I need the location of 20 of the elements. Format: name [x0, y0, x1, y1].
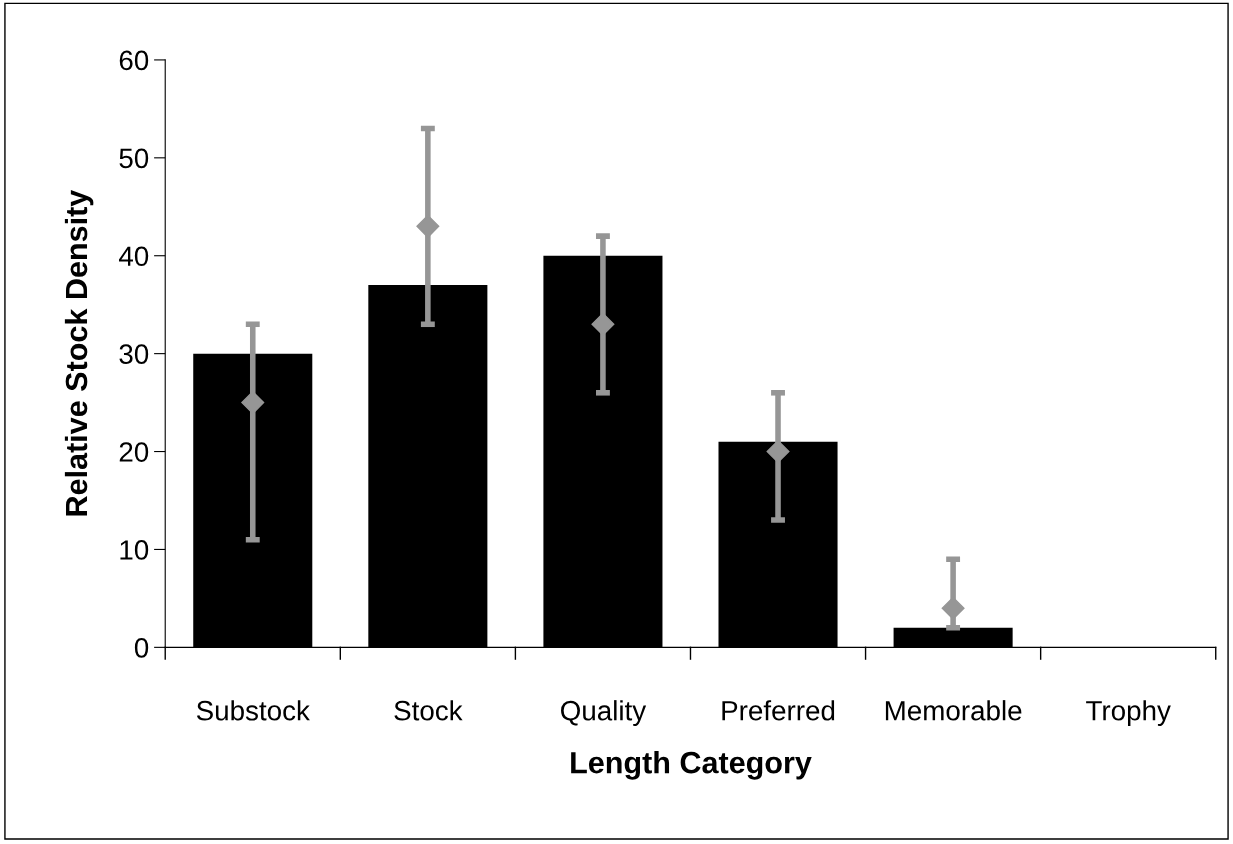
y-tick-label: 30: [119, 344, 149, 364]
y-axis-title: Relative Stock Density: [64, 189, 94, 516]
y-tick-label: 0: [134, 638, 149, 658]
y-tick-label: 40: [118, 246, 149, 267]
point: [241, 391, 265, 415]
y-tick-label: 50: [119, 148, 149, 169]
point: [941, 596, 965, 620]
x-tick-label: Memorable: [885, 700, 1022, 721]
point: [766, 440, 790, 464]
x-tick-label: Quality: [561, 700, 647, 727]
x-axis-title: Length Category: [571, 751, 812, 780]
y-tick-label: 20: [119, 442, 149, 462]
point: [416, 214, 440, 238]
x-tick-label: Stock: [394, 700, 463, 721]
x-tick-label: Substock: [196, 700, 310, 721]
y-tick-label: 10: [120, 540, 149, 560]
x-tick-label: Preferred: [722, 700, 835, 721]
point: [591, 312, 615, 336]
y-tick-label: 60: [119, 50, 149, 71]
x-tick-label: Trophy: [1086, 700, 1171, 727]
